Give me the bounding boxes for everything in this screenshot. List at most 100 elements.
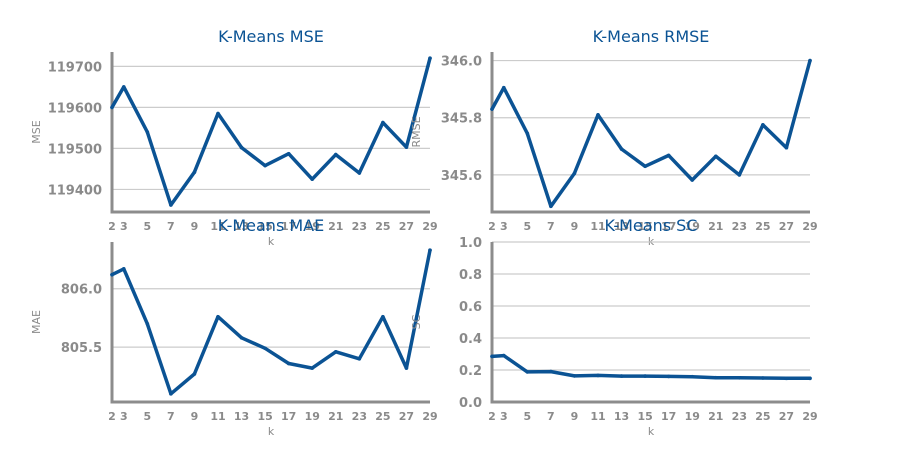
x-tick-label: 2 [488,410,496,423]
x-tick-label: 5 [524,410,532,423]
data-point [333,349,338,354]
y-tick-label: 0.4 [459,332,482,347]
data-point [145,321,150,326]
x-tick-label: 25 [375,220,390,233]
x-tick-label: 25 [375,410,390,423]
y-axis-label: RMSE [410,116,423,147]
data-point [490,107,494,111]
x-tick-label: 17 [281,410,296,423]
x-tick-label: 29 [422,220,437,233]
data-point [169,392,173,396]
data-point [404,145,409,149]
data-point [169,203,173,207]
x-tick-label: 23 [732,410,747,423]
data-point [525,370,530,374]
x-tick-label: 19 [305,220,320,233]
data-point [784,376,789,381]
y-tick-label: 1.0 [459,236,482,251]
y-tick-label: 806.0 [61,283,102,298]
y-tick-label: 346.0 [441,55,482,70]
data-point [357,356,362,361]
data-point [263,163,267,168]
x-tick-label: 17 [661,220,676,233]
x-tick-label: 3 [500,220,508,233]
x-tick-label: 2 [108,410,116,423]
data-point [145,130,150,134]
data-point [737,376,742,380]
data-point [121,267,126,271]
data-point [713,375,718,380]
data-point [501,353,506,358]
data-point [619,147,624,151]
x-tick-label: 9 [571,220,579,233]
data-point [690,374,695,379]
data-point [310,177,315,181]
x-tick-label: 7 [167,410,175,423]
x-tick-label: 13 [614,220,629,233]
data-point [572,374,577,378]
data-point [643,374,647,378]
data-point [761,376,765,380]
x-tick-label: 3 [120,220,128,233]
y-tick-label: 119400 [48,183,102,198]
data-point [761,123,765,127]
data-point [808,58,812,63]
y-tick-label: 0.6 [459,300,482,315]
x-tick-label: 29 [422,410,437,423]
x-tick-label: 3 [120,410,128,423]
x-tick-label: 15 [257,410,272,423]
x-tick-label: 23 [352,410,367,423]
x-tick-label: 27 [399,220,414,233]
y-tick-label: 345.8 [441,112,482,127]
data-point [525,131,530,136]
x-tick-label: 11 [590,220,605,233]
x-tick-label: 15 [637,410,652,423]
x-tick-label: 5 [144,410,152,423]
x-tick-label: 17 [281,220,296,233]
data-point [216,314,220,319]
x-tick-label: 23 [352,220,367,233]
data-point [381,314,385,319]
series-line [490,353,812,381]
x-tick-label: 15 [637,220,652,233]
x-tick-label: 29 [802,410,817,423]
chart-title: K-Means SC [605,216,698,235]
x-tick-label: 23 [732,220,747,233]
y-tick-label: 119600 [48,101,102,116]
x-tick-label: 19 [305,410,320,423]
data-point [110,105,114,110]
y-tick-label: 0.8 [459,268,482,283]
x-tick-label: 25 [755,220,770,233]
x-axis-label: k [268,235,275,248]
data-point [110,272,114,277]
x-tick-label: 9 [191,410,199,423]
x-tick-label: 27 [779,410,794,423]
data-point [572,171,577,176]
data-point [404,366,409,370]
data-point [286,151,291,156]
x-tick-label: 11 [590,410,605,423]
chart-title: K-Means MAE [218,216,324,235]
x-tick-label: 13 [234,410,249,423]
data-point [428,248,432,252]
data-point [263,346,267,351]
x-tick-label: 21 [328,220,343,233]
data-point [784,145,789,150]
y-tick-label: 119500 [48,142,102,157]
x-tick-label: 15 [257,220,272,233]
x-tick-label: 27 [399,410,414,423]
data-point [286,361,291,366]
x-tick-label: 29 [802,220,817,233]
data-point [357,171,362,175]
data-point [596,113,600,117]
data-point [428,56,432,60]
data-point [501,85,506,90]
data-point [192,170,197,175]
data-point [737,173,742,177]
data-point [619,374,624,378]
y-axis-label: SC [410,314,423,329]
chart-title: K-Means MSE [218,27,324,46]
x-tick-label: 21 [708,410,723,423]
